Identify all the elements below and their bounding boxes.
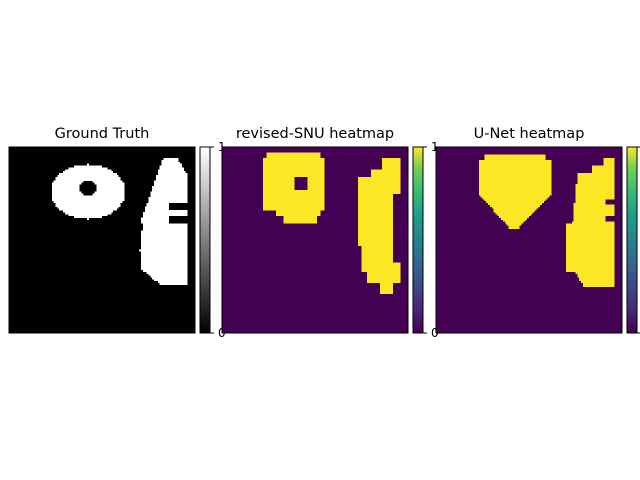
panel-title: Ground Truth — [55, 126, 150, 142]
heatmap-frame — [435, 146, 623, 334]
panel-title: U-Net heatmap — [474, 126, 585, 142]
heatmap-frame — [8, 146, 196, 334]
colorbar-tick-label: 1 — [431, 140, 439, 154]
colorbar — [199, 146, 211, 334]
heatmap-foreground-cells — [478, 154, 615, 287]
heatmap-foreground-cells — [262, 152, 401, 295]
colorbar — [412, 146, 424, 334]
heatmap-frame — [221, 146, 409, 334]
heatmap-foreground-cells — [51, 158, 188, 285]
colorbar — [626, 146, 638, 334]
heatmap-panel-2: revised-SNU heatmap 1 0 — [221, 126, 439, 340]
panel-title: revised-SNU heatmap — [236, 126, 394, 142]
colorbar-tick-label: 0 — [431, 326, 439, 340]
